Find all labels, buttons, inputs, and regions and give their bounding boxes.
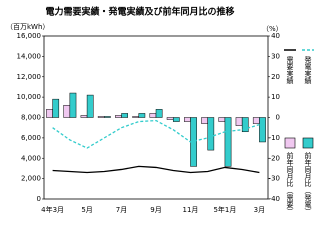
bar [224,117,232,167]
y-tick-label: 8,000 [21,114,41,122]
legend-label: 前年同月比（発電） [304,151,312,215]
bar [80,115,88,118]
bar [201,117,208,124]
bar [115,115,122,118]
y2-tick-label: -10 [269,134,280,142]
legend-swatch [302,137,314,149]
y-tick-label: 0 [37,195,41,203]
y2-axis-label: （%） [262,25,283,33]
x-tick-label: 4年3月 [41,205,64,214]
bar [104,116,111,118]
y-tick-label: 10,000 [17,93,42,101]
y-tick-label: 14,000 [17,52,42,60]
bar [132,116,140,118]
bar [166,117,174,120]
x-tick-label: 5月 [81,206,92,214]
line [52,165,260,174]
bar [149,113,157,118]
y-tick-label: 2,000 [21,175,41,183]
x-tick-label: 7月 [116,206,127,214]
bar [121,113,128,118]
legend-label: 前年同月比（需要） [286,151,294,215]
y2-tick-label: 10 [271,93,280,101]
bar [218,117,226,122]
y2-tick-label: -30 [269,175,280,183]
bar [172,117,180,122]
bar [97,116,105,118]
bar [241,117,249,133]
bar [184,117,191,122]
bar [46,109,53,118]
y-tick-label: 16,000 [17,32,42,40]
legend-label: 需要実績 [286,56,294,85]
bar [207,117,215,151]
x-tick-label: 3月 [254,206,265,214]
y2-tick-label: 0 [276,114,280,122]
bar [63,105,71,118]
x-tick-label: 9月 [150,206,161,214]
bar [235,117,243,126]
bar [155,109,163,118]
chart-title: 電力需要実績・発電実績及び前年同月比の推移 [45,6,234,18]
bar [69,92,77,118]
y2-tick-label: 40 [271,32,280,40]
y2-tick-label: -40 [269,195,280,203]
x-tick-label: 11月 [183,206,199,214]
legend-label: 発電実績 [304,55,312,85]
bar [86,94,94,118]
bar [138,113,146,118]
bar [52,98,60,118]
y-tick-label: 6,000 [21,134,41,142]
y-tick-label: 12,000 [17,73,42,81]
bar [259,117,266,143]
line [52,119,260,149]
x-tick-label: 5年1月 [213,205,236,214]
y-tick-label: 4,000 [21,154,41,162]
y-axis-label: （百万kWh） [6,23,49,31]
legend-swatch [284,137,296,149]
y2-tick-label: 30 [271,52,280,60]
y2-tick-label: -20 [269,154,280,162]
y2-tick-label: 20 [271,73,280,81]
bar [252,117,260,124]
